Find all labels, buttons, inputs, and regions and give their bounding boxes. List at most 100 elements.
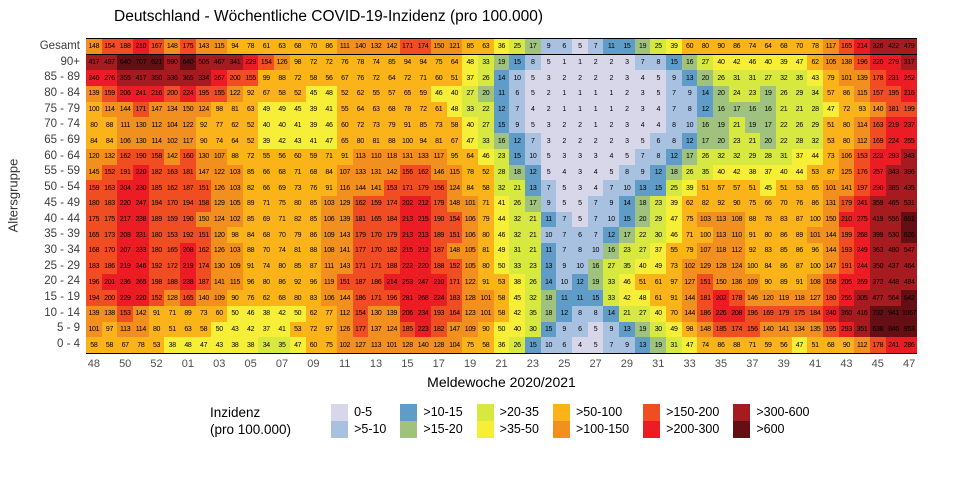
- heatmap-cell: 112: [728, 243, 745, 259]
- heatmap-cell: 5: [525, 117, 541, 134]
- heatmap-cell: 114: [148, 133, 165, 149]
- heatmap-cell: 7: [587, 39, 604, 55]
- heatmap-cell: 10: [572, 258, 588, 275]
- legend-swatches: [733, 404, 751, 438]
- heatmap-cell: 150: [713, 274, 729, 291]
- heatmap-cell: 154: [352, 305, 369, 322]
- heatmap-cell: 18: [666, 164, 682, 181]
- heatmap-cell: 84: [242, 227, 259, 244]
- heatmap-cell: 16: [713, 101, 729, 118]
- heatmap-cell: 91: [477, 274, 494, 291]
- heatmap-cell: 140: [760, 321, 776, 338]
- heatmap-cell: 165: [368, 211, 384, 228]
- heatmap-cell: 2: [603, 117, 620, 134]
- heatmap-cell: 139: [86, 305, 102, 322]
- heatmap-cell: 109: [321, 227, 337, 244]
- heatmap-cell: 22: [634, 227, 651, 244]
- heatmap-cell: 5: [587, 321, 604, 338]
- heatmap-cell: 113: [117, 321, 134, 338]
- heatmap-cell: 25: [666, 180, 682, 196]
- heatmap-cell: 226: [869, 54, 886, 71]
- x-tick-label: 21: [495, 358, 508, 370]
- heatmap-cell: 101: [807, 227, 823, 244]
- heatmap-cell: 8: [525, 54, 541, 71]
- heatmap-cell: 60: [430, 70, 447, 87]
- heatmap-cell: 31: [744, 70, 761, 87]
- heatmap-cell: 55: [666, 243, 682, 259]
- heatmap-cell: 46: [430, 86, 447, 102]
- x-tick-label: 25: [558, 358, 571, 370]
- heatmap-cell: 188: [430, 258, 447, 275]
- heatmap-cell: 276: [101, 70, 118, 87]
- heatmap-cell: 80: [289, 195, 306, 212]
- heatmap-cell: 122: [462, 274, 478, 291]
- heatmap-cell: 62: [807, 54, 823, 71]
- heatmap-cell: 531: [901, 195, 917, 212]
- heatmap-cell: 47: [321, 133, 337, 149]
- heatmap-cell: 6: [572, 321, 588, 338]
- heatmap-cell: 85: [289, 258, 306, 275]
- heatmap-cell: 3: [619, 117, 635, 134]
- heatmap-cell: 53: [791, 180, 808, 196]
- heatmap-cell: 343: [901, 148, 917, 165]
- heatmap-cell: 47: [462, 133, 478, 149]
- heatmap-cell: 106: [462, 211, 478, 228]
- heatmap-cell: 2: [556, 70, 573, 87]
- heatmap-cell: 707: [133, 54, 149, 71]
- heatmap-cell: 51: [807, 337, 823, 353]
- heatmap-cell: 88: [242, 243, 259, 259]
- heatmap-cell: 103: [227, 180, 243, 196]
- heatmap-cell: 72: [321, 54, 337, 71]
- heatmap-cell: 44: [493, 211, 510, 228]
- legend-bin-label: >150-200: [666, 405, 720, 419]
- heatmap-cell: 130: [211, 258, 228, 275]
- heatmap-cell: 4: [572, 337, 588, 353]
- heatmap-cell: 12: [493, 101, 510, 118]
- heatmap-cell: 15: [525, 337, 541, 353]
- heatmap-cell: 28: [760, 148, 776, 165]
- heatmap-cell: 125: [838, 164, 855, 181]
- heatmap-cell: 29: [807, 117, 823, 134]
- heatmap-cell: 168: [86, 243, 102, 259]
- heatmap-cell: 90: [713, 39, 729, 55]
- x-axis-tick-labels: 48 50 52 01 03 05 07 09 11 13 15 17 19 21 23 25 27 29 31 33…: [86, 357, 917, 371]
- heatmap-cell: 26: [681, 164, 698, 181]
- legend-color-swatch: [552, 421, 570, 438]
- heatmap-cell: 100: [86, 101, 102, 118]
- heatmap-cell: 122: [227, 86, 243, 102]
- heatmap-cell: 21: [525, 227, 541, 244]
- heatmap-cell: 215: [399, 243, 416, 259]
- heatmap-cell: 556: [885, 211, 902, 228]
- heatmap-cell: 78: [399, 101, 416, 118]
- heatmap-cell: 23: [744, 86, 761, 102]
- x-tick-label: 23: [526, 358, 539, 370]
- heatmap-cell: 91: [399, 117, 416, 134]
- heatmap-cell: 38: [744, 164, 761, 181]
- heatmap-cell: 74: [211, 133, 228, 149]
- heatmap-cell: 26: [713, 70, 729, 87]
- heatmap-cell: 143: [336, 258, 353, 275]
- heatmap-cell: 60: [211, 305, 228, 322]
- heatmap-cell: 195: [885, 86, 902, 102]
- heatmap-cell: 165: [164, 243, 181, 259]
- heatmap-cell: 105: [227, 195, 243, 212]
- heatmap-cell: 187: [180, 180, 196, 196]
- heatmap-cell: 8: [572, 305, 588, 322]
- heatmap-cell: 183: [86, 258, 102, 275]
- heatmap-cell: 231: [885, 70, 902, 87]
- heatmap-cell: 39: [258, 133, 275, 149]
- heatmap-cell: 187: [195, 274, 212, 291]
- heatmap-cell: 147: [195, 164, 212, 181]
- heatmap-cell: 41: [289, 117, 306, 134]
- heatmap-cell: 2: [556, 117, 573, 134]
- heatmap-cell: 174: [415, 39, 431, 55]
- heatmap-cell: 118: [383, 148, 400, 165]
- heatmap-cell: 119: [321, 274, 337, 291]
- heatmap-cell: 464: [901, 258, 917, 275]
- heatmap-cell: 5: [634, 133, 651, 149]
- heatmap-cell: 46: [242, 305, 259, 322]
- heatmap-cell: 129: [697, 258, 714, 275]
- heatmap-cell: 91: [666, 290, 682, 306]
- heatmap-cell: 112: [854, 133, 870, 149]
- heatmap-cell: 108: [321, 243, 337, 259]
